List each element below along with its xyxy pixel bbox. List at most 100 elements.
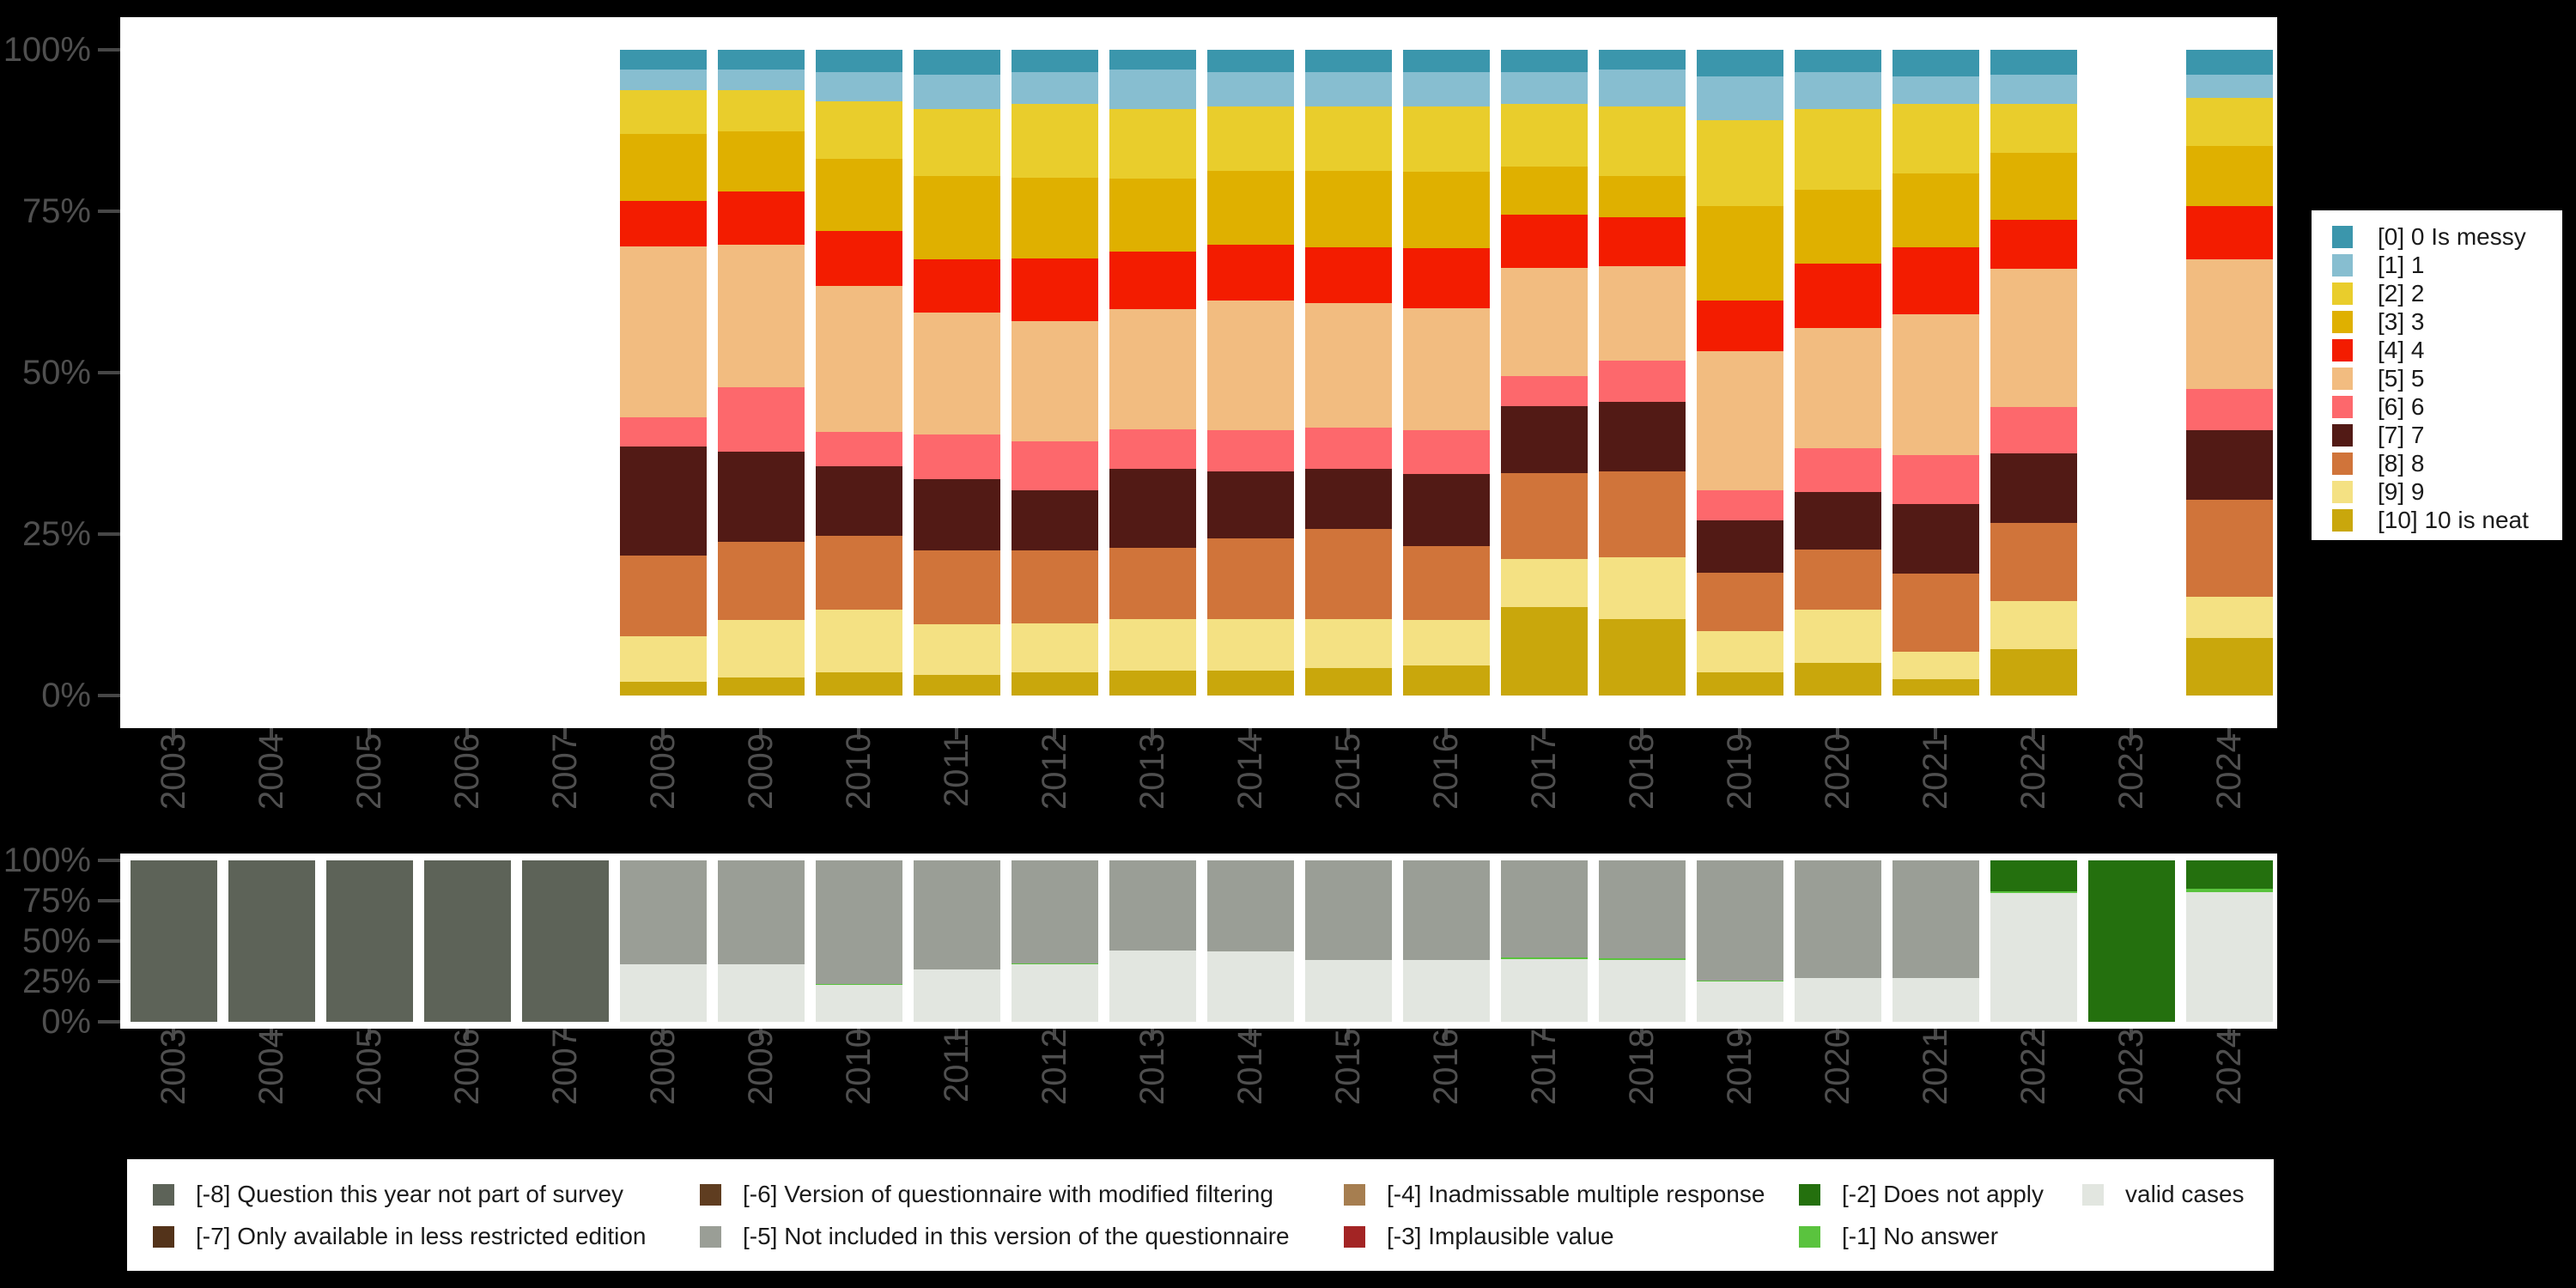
bar-2020-segment-[0] 0 Is messy[interactable] xyxy=(1794,50,1881,72)
bar-2018-segment-[-5] Not included in this version of the questionnaire[interactable] xyxy=(1598,860,1686,959)
bar-2016-segment-[4] 4[interactable] xyxy=(1402,247,1490,308)
bar-2014[interactable] xyxy=(1206,50,1294,696)
bar-2015-segment-[10] 10 is neat[interactable] xyxy=(1304,667,1392,696)
bar-2020-segment-[5] 5[interactable] xyxy=(1794,327,1881,449)
bar-2024-segment-[3] 3[interactable] xyxy=(2185,146,2273,207)
bar-2021-segment-[0] 0 Is messy[interactable] xyxy=(1892,50,1979,76)
bar-2024-segment-[1] 1[interactable] xyxy=(2185,74,2273,98)
bar-2009-segment-[3] 3[interactable] xyxy=(717,131,805,192)
bar-2020-segment-[1] 1[interactable] xyxy=(1794,71,1881,109)
bar-2023-segment-[-2] Does not apply[interactable] xyxy=(2087,860,2175,1022)
bar-2013-segment-[2] 2[interactable] xyxy=(1109,109,1196,179)
bar-2021-segment-[5] 5[interactable] xyxy=(1892,314,1979,456)
bar-2019-segment-[4] 4[interactable] xyxy=(1696,300,1783,352)
bar-2022-segment-valid cases[interactable] xyxy=(1990,892,2077,1022)
bar-2011-segment-[9] 9[interactable] xyxy=(913,623,1000,675)
bar-2012-segment-[6] 6[interactable] xyxy=(1011,441,1098,490)
bar-2024-segment-[5] 5[interactable] xyxy=(2185,259,2273,389)
bar-2014-segment-[1] 1[interactable] xyxy=(1206,71,1294,107)
bar-2022-segment-[-2] Does not apply[interactable] xyxy=(1990,860,2077,891)
bar-2014-segment-[2] 2[interactable] xyxy=(1206,106,1294,172)
bar-2019-segment-[5] 5[interactable] xyxy=(1696,351,1783,490)
bar-2017-segment-[3] 3[interactable] xyxy=(1500,166,1588,216)
bar-2024-segment-[0] 0 Is messy[interactable] xyxy=(2185,50,2273,75)
bar-2021-segment-[10] 10 is neat[interactable] xyxy=(1892,679,1979,696)
bar-2009-segment-[8] 8[interactable] xyxy=(717,541,805,620)
bar-2018-segment-[6] 6[interactable] xyxy=(1598,361,1686,403)
bar-2020-segment-[-5] Not included in this version of the questionnaire[interactable] xyxy=(1794,860,1881,979)
bar-2022-segment-[2] 2[interactable] xyxy=(1990,104,2077,153)
bar-2017-segment-valid cases[interactable] xyxy=(1500,958,1588,1022)
bar-2013-segment-[3] 3[interactable] xyxy=(1109,178,1196,252)
bar-2010[interactable] xyxy=(815,50,902,696)
bar-2008-segment-[5] 5[interactable] xyxy=(619,246,707,417)
bar-2019-segment-[2] 2[interactable] xyxy=(1696,120,1783,206)
bar-2009-segment-[6] 6[interactable] xyxy=(717,387,805,453)
bar-2016-segment-[1] 1[interactable] xyxy=(1402,71,1490,107)
bar-2008-segment-[8] 8[interactable] xyxy=(619,555,707,636)
bar-2018-segment-[9] 9[interactable] xyxy=(1598,556,1686,619)
bar-2011-segment-[3] 3[interactable] xyxy=(913,176,1000,260)
bar-2024-segment-[-1] No answer[interactable] xyxy=(2185,888,2273,892)
bar-2021-segment-[8] 8[interactable] xyxy=(1892,573,1979,652)
bar-2022-segment-[5] 5[interactable] xyxy=(1990,268,2077,408)
bar-2004[interactable] xyxy=(228,860,315,1022)
bar-2009-segment-[2] 2[interactable] xyxy=(717,90,805,132)
bar-2018-segment-[7] 7[interactable] xyxy=(1598,402,1686,471)
bar-2007-segment-[-8] Question this year not part of survey[interactable] xyxy=(521,860,609,1022)
bar-2003[interactable] xyxy=(130,860,217,1022)
bar-2019-segment-[1] 1[interactable] xyxy=(1696,76,1783,121)
bar-2010-segment-valid cases[interactable] xyxy=(815,985,902,1022)
bar-2010-segment-[9] 9[interactable] xyxy=(815,609,902,672)
bar-2024[interactable] xyxy=(2185,50,2273,696)
bar-2008[interactable] xyxy=(619,860,707,1022)
bar-2012[interactable] xyxy=(1011,860,1098,1022)
bar-2013-segment-[0] 0 Is messy[interactable] xyxy=(1109,50,1196,70)
bar-2013-segment-[10] 10 is neat[interactable] xyxy=(1109,670,1196,696)
bar-2011-segment-[4] 4[interactable] xyxy=(913,259,1000,313)
bar-2009[interactable] xyxy=(717,50,805,696)
bar-2017-segment-[7] 7[interactable] xyxy=(1500,406,1588,474)
bar-2022-segment-[-1] No answer[interactable] xyxy=(1990,890,2077,893)
bar-2015[interactable] xyxy=(1304,860,1392,1022)
bar-2012-segment-[2] 2[interactable] xyxy=(1011,104,1098,179)
bar-2010-segment-[0] 0 Is messy[interactable] xyxy=(815,50,902,72)
bar-2010-segment-[8] 8[interactable] xyxy=(815,536,902,610)
bar-2017-segment-[2] 2[interactable] xyxy=(1500,104,1588,167)
bar-2013-segment-[9] 9[interactable] xyxy=(1109,619,1196,671)
bar-2018-segment-valid cases[interactable] xyxy=(1598,959,1686,1022)
bar-2009-segment-[0] 0 Is messy[interactable] xyxy=(717,50,805,70)
bar-2015-segment-[3] 3[interactable] xyxy=(1304,171,1392,248)
bar-2022-segment-[0] 0 Is messy[interactable] xyxy=(1990,50,2077,75)
bar-2022-segment-[4] 4[interactable] xyxy=(1990,220,2077,269)
bar-2021-segment-[2] 2[interactable] xyxy=(1892,104,1979,173)
bar-2022-segment-[3] 3[interactable] xyxy=(1990,152,2077,221)
bar-2010-segment-[7] 7[interactable] xyxy=(815,466,902,536)
bar-2016-segment-[0] 0 Is messy[interactable] xyxy=(1402,50,1490,72)
bar-2009-segment-[-5] Not included in this version of the questionnaire[interactable] xyxy=(717,860,805,965)
bar-2014-segment-[10] 10 is neat[interactable] xyxy=(1206,670,1294,696)
bar-2012-segment-[-1] No answer[interactable] xyxy=(1011,963,1098,965)
bar-2008-segment-[0] 0 Is messy[interactable] xyxy=(619,50,707,70)
bar-2013-segment-[4] 4[interactable] xyxy=(1109,252,1196,310)
bar-2018[interactable] xyxy=(1598,860,1686,1022)
bar-2021-segment-[3] 3[interactable] xyxy=(1892,173,1979,247)
bar-2016-segment-[7] 7[interactable] xyxy=(1402,474,1490,546)
bar-2024-segment-[2] 2[interactable] xyxy=(2185,97,2273,147)
bar-2016-segment-[8] 8[interactable] xyxy=(1402,545,1490,620)
bar-2013-segment-[6] 6[interactable] xyxy=(1109,429,1196,469)
bar-2012-segment-[7] 7[interactable] xyxy=(1011,489,1098,550)
bar-2019[interactable] xyxy=(1696,50,1783,696)
bar-2024-segment-valid cases[interactable] xyxy=(2185,891,2273,1022)
bar-2014-segment-[8] 8[interactable] xyxy=(1206,538,1294,620)
bar-2011-segment-[10] 10 is neat[interactable] xyxy=(913,674,1000,696)
bar-2016-segment-[2] 2[interactable] xyxy=(1402,106,1490,172)
bar-2021[interactable] xyxy=(1892,50,1979,696)
bar-2011-segment-[5] 5[interactable] xyxy=(913,312,1000,435)
bar-2014-segment-[4] 4[interactable] xyxy=(1206,245,1294,301)
bar-2022-segment-[6] 6[interactable] xyxy=(1990,407,2077,453)
bar-2023[interactable] xyxy=(2087,860,2175,1022)
bar-2015-segment-[1] 1[interactable] xyxy=(1304,71,1392,107)
bar-2021-segment-[6] 6[interactable] xyxy=(1892,455,1979,504)
bar-2019[interactable] xyxy=(1696,860,1783,1022)
